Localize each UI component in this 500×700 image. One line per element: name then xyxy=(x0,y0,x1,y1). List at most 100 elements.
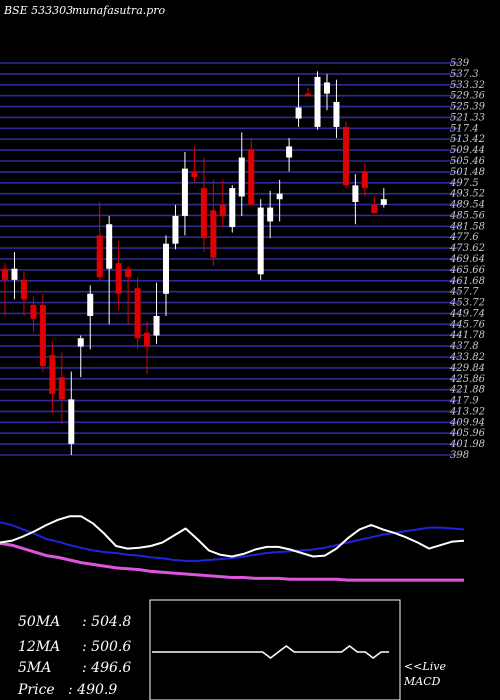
price-axis-labels: 539537.3533.32529.36525.39521.33517.4513… xyxy=(449,58,486,461)
price-tick-label: 509.44 xyxy=(450,145,485,156)
candle-body xyxy=(162,243,169,294)
price-tick-label: 513.42 xyxy=(450,134,485,145)
price-tick-label: 461.68 xyxy=(449,276,485,287)
candle-body xyxy=(39,304,46,367)
price-tick-label: 421.88 xyxy=(449,385,485,396)
candle-body xyxy=(248,149,255,205)
stat-50ma-value: : 504.8 xyxy=(82,614,131,630)
price-tick-label: 497.5 xyxy=(449,178,479,189)
price-tick-label: 445.76 xyxy=(449,319,486,330)
candle-body xyxy=(380,199,387,205)
stat-12ma-value: : 500.6 xyxy=(82,639,131,655)
candle-body xyxy=(77,338,84,347)
candle-body xyxy=(11,268,18,280)
candle-body xyxy=(134,288,141,339)
stat-price-value: : 490.9 xyxy=(68,682,117,698)
candle-body xyxy=(172,215,179,244)
price-tick-label: 409.94 xyxy=(449,417,485,428)
ma-line-ma_short xyxy=(0,515,465,558)
price-tick-label: 417.9 xyxy=(449,396,479,407)
candle-body xyxy=(68,399,75,444)
candle-body xyxy=(125,268,132,278)
price-tick-label: 469.64 xyxy=(449,254,485,265)
header-site: munafasutra.pro xyxy=(72,4,166,17)
price-tick-label: 493.52 xyxy=(449,189,485,200)
stat-price-label: Price xyxy=(17,682,55,698)
candle-body xyxy=(58,377,65,400)
price-tick-label: 401.98 xyxy=(449,439,485,450)
price-tick-label: 517.4 xyxy=(450,123,479,134)
price-tick-label: 525.39 xyxy=(450,102,486,113)
candle-body xyxy=(257,207,264,275)
candlestick-series xyxy=(2,71,387,455)
candle-body xyxy=(96,235,103,278)
price-tick-label: 413.92 xyxy=(449,406,485,417)
price-tick-label: 485.56 xyxy=(449,210,486,221)
candle-body xyxy=(276,193,283,200)
price-tick-label: 449.74 xyxy=(449,308,485,319)
moving-average-panel xyxy=(0,515,465,582)
stat-5ma-label: 5MA xyxy=(18,660,51,676)
candle-body xyxy=(106,224,113,269)
price-tick-label: 425.86 xyxy=(449,374,486,385)
price-tick-label: 453.72 xyxy=(449,298,485,309)
candle-body xyxy=(305,93,312,97)
price-tick-label: 537.3 xyxy=(450,69,479,80)
price-tick-label: 501.48 xyxy=(450,167,485,178)
price-tick-label: 441.78 xyxy=(449,330,485,341)
price-tick-label: 529.36 xyxy=(450,91,486,102)
candle-body xyxy=(200,188,207,239)
ma-line-ma_long xyxy=(0,541,464,582)
candle-body xyxy=(333,101,340,127)
candle-body xyxy=(238,157,245,197)
candle-body xyxy=(286,146,293,158)
price-tick-label: 521.33 xyxy=(450,112,485,123)
candle-body xyxy=(219,204,226,216)
price-tick-label: 398 xyxy=(450,450,469,461)
candle-body xyxy=(229,188,236,228)
price-grid xyxy=(0,62,460,456)
ma-line-ma_mid xyxy=(0,521,465,562)
candle-body xyxy=(49,354,56,394)
macd-live-label: <<Live xyxy=(404,660,446,673)
price-tick-label: 473.62 xyxy=(449,243,485,254)
candle-body xyxy=(267,207,274,222)
stat-5ma-value: : 496.6 xyxy=(82,660,131,676)
candle-body xyxy=(87,293,94,316)
candle-body xyxy=(361,171,368,189)
candle-body xyxy=(371,204,378,214)
candle-body xyxy=(2,268,8,280)
candle-body xyxy=(295,107,302,119)
macd-title-label: MACD xyxy=(403,675,441,688)
candle-body xyxy=(115,263,122,294)
price-tick-label: 457.7 xyxy=(449,287,479,298)
price-tick-label: 489.54 xyxy=(449,200,485,211)
candle-body xyxy=(181,168,188,216)
candle-body xyxy=(314,76,321,127)
header-symbol: BSE 533303 xyxy=(3,4,73,17)
candle-body xyxy=(352,185,359,203)
candle-body xyxy=(20,279,27,300)
price-tick-label: 465.66 xyxy=(449,265,486,276)
macd-panel xyxy=(152,645,389,659)
price-tick-label: 429.84 xyxy=(449,363,485,374)
candle-body xyxy=(144,332,151,347)
candle-body xyxy=(342,126,349,186)
price-tick-label: 437.8 xyxy=(449,341,479,352)
candle-body xyxy=(153,315,160,336)
price-tick-label: 433.82 xyxy=(449,352,485,363)
candle-body xyxy=(210,210,217,258)
price-tick-label: 481.58 xyxy=(449,221,485,232)
price-tick-label: 477.6 xyxy=(449,232,479,243)
price-tick-label: 405.96 xyxy=(449,428,486,439)
macd-line xyxy=(152,645,389,659)
candle-body xyxy=(30,304,37,319)
stat-12ma-label: 12MA xyxy=(18,639,60,655)
candle-body xyxy=(191,171,198,177)
macd-panel-frame xyxy=(149,599,401,700)
candle-body xyxy=(323,82,330,94)
price-tick-label: 539 xyxy=(450,58,470,69)
stat-50ma-label: 50MA xyxy=(18,614,60,630)
